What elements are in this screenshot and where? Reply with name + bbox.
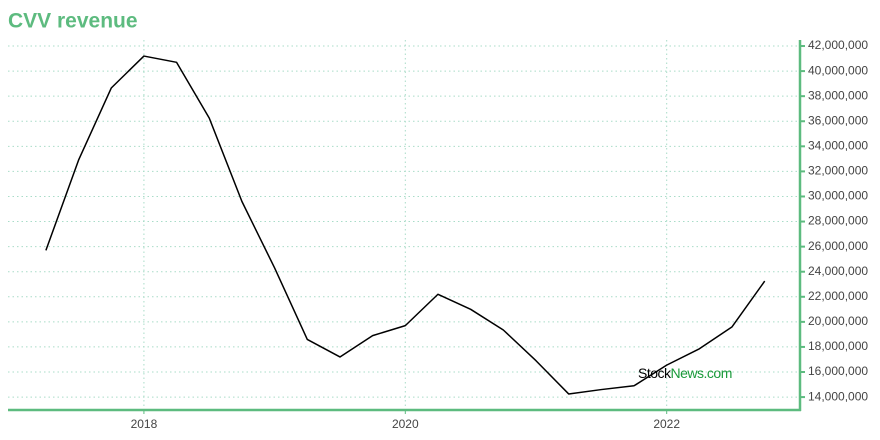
y-tick-label: 22,000,000 (808, 289, 868, 303)
x-tick-label: 2018 (131, 417, 158, 431)
watermark: StockNews.com (638, 365, 732, 381)
y-tick-label: 14,000,000 (808, 389, 868, 403)
y-tick-label: 30,000,000 (808, 189, 868, 203)
y-tick-label: 24,000,000 (808, 264, 868, 278)
y-tick-label: 18,000,000 (808, 339, 868, 353)
x-tick-label: 2022 (653, 417, 680, 431)
y-tick-label: 42,000,000 (808, 38, 868, 52)
y-tick-label: 36,000,000 (808, 113, 868, 127)
y-tick-label: 32,000,000 (808, 164, 868, 178)
x-tick-label: 2020 (392, 417, 419, 431)
y-tick-label: 34,000,000 (808, 138, 868, 152)
chart-title: CVV revenue (8, 10, 138, 33)
y-tick-label: 26,000,000 (808, 239, 868, 253)
y-tick-label: 38,000,000 (808, 88, 868, 102)
y-tick-label: 20,000,000 (808, 314, 868, 328)
line-series (45, 55, 766, 395)
watermark-brand: Stock (638, 365, 672, 381)
y-tick-label: 16,000,000 (808, 364, 868, 378)
y-tick-label: 28,000,000 (808, 214, 868, 228)
watermark-domain: News.com (671, 365, 732, 381)
y-tick-label: 40,000,000 (808, 63, 868, 77)
